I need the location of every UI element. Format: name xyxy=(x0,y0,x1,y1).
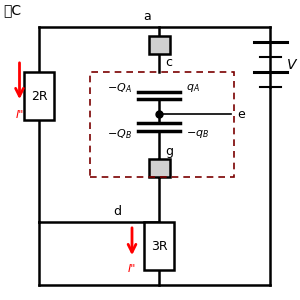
Text: 2R: 2R xyxy=(31,89,47,103)
Bar xyxy=(148,159,170,177)
Text: c: c xyxy=(165,56,172,68)
Text: V: V xyxy=(286,58,296,71)
Text: $-q_B$: $-q_B$ xyxy=(186,128,209,140)
Text: I": I" xyxy=(15,110,24,119)
Bar xyxy=(90,72,234,177)
Text: I": I" xyxy=(128,264,136,274)
Bar xyxy=(144,222,174,270)
Text: a: a xyxy=(143,11,151,23)
Bar xyxy=(24,72,54,120)
Text: $-Q_A$: $-Q_A$ xyxy=(107,81,132,95)
Bar xyxy=(148,36,170,54)
Text: 3R: 3R xyxy=(151,239,167,253)
Text: e: e xyxy=(237,107,245,121)
Text: 図C: 図C xyxy=(3,3,21,17)
Text: $q_A$: $q_A$ xyxy=(186,82,200,94)
Text: $-Q_B$: $-Q_B$ xyxy=(107,127,132,141)
Text: d: d xyxy=(113,206,121,218)
Text: g: g xyxy=(165,145,173,158)
